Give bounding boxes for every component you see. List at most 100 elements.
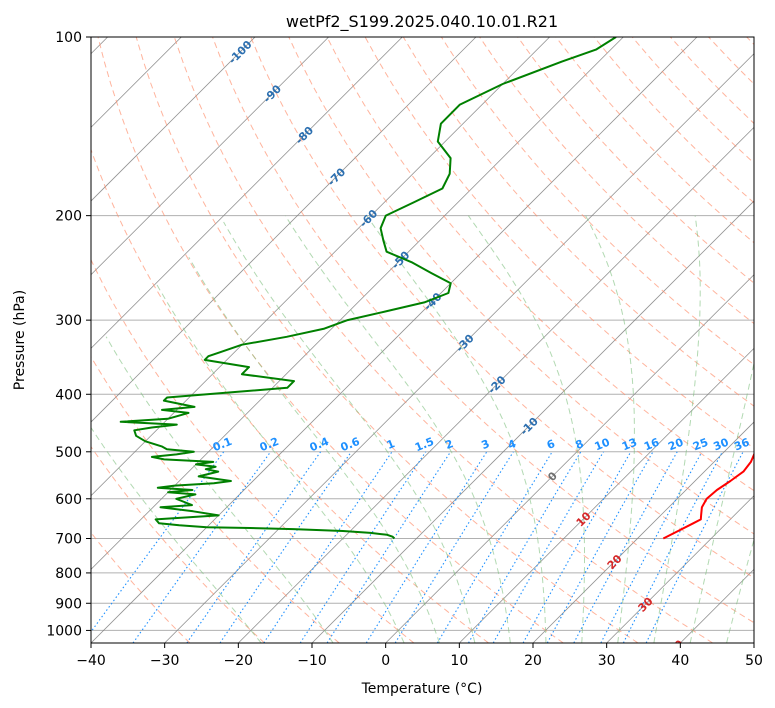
moist-adiabat xyxy=(91,426,262,643)
x-axis-label: Temperature (°C) xyxy=(361,681,483,697)
isotherm-label: 20 xyxy=(605,552,625,572)
mixing-ratio-line xyxy=(299,451,427,643)
dry-adiabat xyxy=(91,445,265,643)
moist-adiabat xyxy=(284,215,511,643)
mixing-ratio-label: 4 xyxy=(506,437,518,452)
dry-adiabat xyxy=(212,37,754,624)
dry-adiabat xyxy=(440,37,754,366)
moist-adiabat xyxy=(223,221,476,643)
isotherm-label: -70 xyxy=(325,165,348,188)
isotherm-line xyxy=(459,347,754,643)
mixing-ratio-line xyxy=(546,451,654,643)
isotherm-line xyxy=(532,421,754,643)
isotherm-line xyxy=(606,495,754,643)
mixing-ratio-label: 30 xyxy=(712,436,731,454)
mixing-ratio-label: 25 xyxy=(691,436,710,454)
isotherm-label: -80 xyxy=(293,124,316,147)
x-tick-label: −30 xyxy=(150,653,180,669)
moist-adiabat xyxy=(188,256,440,643)
isotherm-line xyxy=(680,568,754,643)
y-axis-label: Pressure (hPa) xyxy=(12,290,28,390)
mixing-ratio-label: 3 xyxy=(479,437,491,452)
mixing-ratio-label: 2 xyxy=(443,437,455,452)
mixing-ratio-line xyxy=(326,451,452,643)
mixing-ratio-label: 13 xyxy=(620,436,639,454)
mixing-ratio-line xyxy=(645,451,744,643)
mixing-ratio-line xyxy=(132,451,272,643)
isotherm-line xyxy=(385,274,754,643)
dry-adiabat xyxy=(326,37,754,492)
y-tick-label: 200 xyxy=(55,209,82,225)
y-tick-label: 900 xyxy=(55,596,82,612)
background-lines xyxy=(91,37,754,643)
x-tick-label: 0 xyxy=(381,653,390,669)
dry-adiabat xyxy=(91,531,191,643)
mixing-ratio-line xyxy=(219,451,352,643)
isotherm-line xyxy=(91,37,698,643)
moist-adiabat xyxy=(467,215,585,643)
y-tick-label: 100 xyxy=(55,30,82,46)
moist-adiabat xyxy=(653,215,701,643)
isotherm-line xyxy=(91,37,550,497)
mixing-ratio-label: 10 xyxy=(593,436,612,454)
isotherm-line xyxy=(753,642,754,643)
mixing-ratio-label: 36 xyxy=(732,436,751,454)
dry-adiabat xyxy=(97,37,564,643)
y-tick-label: 500 xyxy=(55,445,82,461)
mixing-ratio-line xyxy=(600,451,703,643)
axis-ticks: −40 −30 −20 −10 0 10 20 30 40 5010020030040050060… xyxy=(46,30,763,669)
isotherm-line xyxy=(238,126,754,643)
y-tick-label: 800 xyxy=(55,566,82,582)
isotherm-line xyxy=(91,37,624,570)
isotherm-line xyxy=(91,37,329,276)
dry-adiabat xyxy=(708,37,754,85)
mixing-ratio-line xyxy=(365,451,488,643)
y-tick-label: 400 xyxy=(55,387,82,403)
dry-adiabat xyxy=(91,355,340,643)
moist-adiabat xyxy=(689,361,754,643)
dry-adiabat xyxy=(517,37,754,284)
moist-adiabat xyxy=(726,537,754,643)
x-tick-label: −10 xyxy=(297,653,327,669)
x-tick-label: 10 xyxy=(450,653,468,669)
isotherm-label: 30 xyxy=(636,595,656,615)
line-labels: 0.1 0.2 0.4 0.6 1 1.5 2 3 4 6 8 10 13 16 20 25 30 36-100-… xyxy=(211,38,752,643)
mixing-ratio-label: 6 xyxy=(545,437,557,452)
dry-adiabat xyxy=(250,37,754,579)
x-tick-label: −20 xyxy=(224,653,254,669)
mixing-ratio-label: 8 xyxy=(573,437,585,452)
mixing-ratio-label: 1 xyxy=(385,437,397,452)
isotherm-line xyxy=(91,37,256,202)
isotherm-label: 0 xyxy=(545,469,560,484)
mixing-ratio-line xyxy=(186,451,322,643)
dry-adiabat xyxy=(364,37,754,449)
dewpoint-profile xyxy=(119,37,617,540)
mixing-ratio-line xyxy=(91,451,225,633)
isotherm-line xyxy=(91,37,477,423)
temperature-profile xyxy=(662,452,754,540)
y-tick-label: 300 xyxy=(55,313,82,329)
x-tick-label: 30 xyxy=(598,653,616,669)
dry-adiabat xyxy=(91,258,415,643)
y-tick-label: 600 xyxy=(55,492,82,508)
dry-adiabat xyxy=(670,37,754,125)
dry-adiabat xyxy=(173,37,713,643)
chart-title: wetPf2_S199.2025.040.10.01.R21 xyxy=(286,12,558,32)
mixing-ratio-line xyxy=(436,451,553,643)
moist-adiabat xyxy=(155,283,405,643)
dry-adiabat xyxy=(135,37,639,643)
mixing-ratio-line xyxy=(573,451,678,643)
mixing-ratio-line xyxy=(522,451,632,643)
moist-adiabat xyxy=(105,336,334,643)
dry-adiabat xyxy=(593,37,754,204)
y-tick-label: 700 xyxy=(55,532,82,548)
x-tick-label: 40 xyxy=(671,653,689,669)
isotherm-line xyxy=(311,200,754,643)
dry-adiabat xyxy=(555,37,754,244)
dry-adiabat xyxy=(288,37,754,535)
x-tick-label: 50 xyxy=(745,653,763,669)
x-tick-label: −40 xyxy=(76,653,106,669)
isotherm-line xyxy=(91,37,403,349)
isotherm-label: -30 xyxy=(453,332,476,355)
mixing-ratio-label: 20 xyxy=(666,436,685,454)
